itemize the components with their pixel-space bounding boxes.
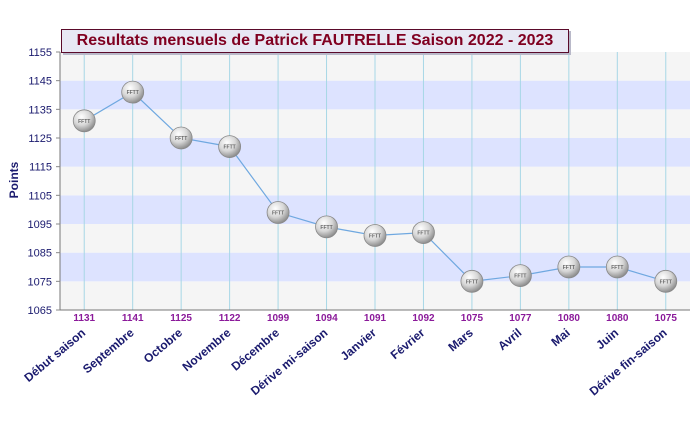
y-tick-label: 1125: [28, 133, 52, 145]
marker-logo-text: FFTT: [175, 136, 187, 142]
y-tick-label: 1145: [28, 76, 52, 88]
marker-logo-text: FFTT: [563, 265, 575, 271]
y-tick-label: 1135: [28, 104, 52, 116]
y-tick-label: 1095: [28, 219, 52, 231]
data-value-label: 1077: [509, 313, 532, 324]
marker-ball: [508, 264, 532, 288]
marker-ball: [218, 135, 242, 159]
data-value-label: 1092: [412, 313, 435, 324]
x-tick-label: Mai: [548, 326, 572, 350]
x-tick-label: Mars: [445, 325, 476, 354]
marker-logo-text: FFTT: [78, 119, 90, 125]
data-value-label: 1122: [219, 313, 241, 324]
chart-title: Resultats mensuels de Patrick FAUTRELLE …: [76, 32, 554, 49]
data-point-marker: FFTT: [72, 109, 96, 133]
marker-ball: [72, 109, 96, 133]
y-tick-label: 1085: [28, 248, 52, 260]
marker-logo-text: FFTT: [417, 231, 429, 237]
marker-logo-text: FFTT: [224, 145, 236, 151]
series-markers: FFTT FFTT FFTT FFTT FFTT FFTT FFTT FFTT FFTT FFTT…: [72, 80, 678, 293]
data-point-marker: FFTT: [218, 135, 242, 159]
data-point-marker: FFTT: [605, 255, 629, 279]
y-tick-label: 1115: [29, 162, 52, 174]
marker-logo-text: FFTT: [466, 279, 478, 285]
data-value-label: 1080: [558, 313, 581, 324]
data-value-label: 1091: [364, 313, 387, 324]
data-value-label: 1141: [122, 313, 144, 324]
marker-logo-text: FFTT: [320, 225, 332, 231]
data-value-label: 1080: [606, 313, 629, 324]
data-point-marker: FFTT: [508, 264, 532, 288]
data-value-label: 1075: [655, 313, 678, 324]
data-point-marker: FFTT: [315, 215, 338, 239]
x-tick-label: Novembre: [180, 325, 234, 374]
data-value-label: 1125: [170, 313, 192, 324]
marker-ball: [266, 201, 290, 224]
marker-ball: [412, 221, 435, 245]
y-tick-label: 1065: [28, 305, 52, 317]
data-point-marker: FFTT: [460, 269, 484, 293]
marker-ball: [557, 255, 581, 279]
x-tick-label: Septembre: [80, 325, 137, 376]
y-tick-label: 1155: [28, 47, 52, 59]
data-value-label: 1094: [315, 313, 338, 324]
data-value-label: 1075: [461, 313, 484, 324]
y-axis-title: Points: [7, 161, 21, 198]
x-tick-label: Janvier: [338, 325, 379, 363]
marker-ball: [121, 80, 145, 104]
data-point-marker: FFTT: [363, 224, 387, 247]
x-tick-label: Avril: [495, 326, 524, 354]
data-point-marker: FFTT: [266, 201, 290, 224]
marker-logo-text: FFTT: [369, 233, 381, 239]
data-point-marker: FFTT: [121, 80, 145, 104]
data-point-marker: FFTT: [557, 255, 581, 279]
chart-title-box: Resultats mensuels de Patrick FAUTRELLE …: [61, 29, 569, 53]
data-value-label: 1099: [267, 313, 290, 324]
marker-logo-text: FFTT: [127, 90, 139, 96]
marker-logo-text: FFTT: [272, 211, 284, 217]
marker-ball: [460, 269, 484, 293]
marker-ball: [363, 224, 387, 247]
y-tick-label: 1105: [28, 190, 52, 202]
marker-logo-text: FFTT: [611, 265, 623, 271]
x-tick-label: Début saison: [21, 326, 88, 385]
value-labels: 1131 1141 1125 1122 1099 1094 1091 1092 1075 1077…: [73, 313, 677, 324]
x-tick-label: Février: [388, 325, 428, 362]
marker-ball: [605, 255, 629, 279]
data-point-marker: FFTT: [654, 269, 678, 293]
marker-ball: [169, 126, 193, 150]
x-tick-label: Octobre: [141, 325, 185, 366]
y-tick-label: 1075: [28, 276, 52, 288]
marker-ball: [315, 215, 338, 239]
marker-logo-text: FFTT: [660, 279, 672, 285]
y-tick-labels: 1065 1075 1085 1095 1105 1115 1125 1135 1145 1155: [28, 47, 60, 317]
x-tick-label: Juin: [593, 326, 621, 353]
marker-ball: [654, 269, 678, 293]
data-value-label: 1131: [73, 313, 95, 324]
data-point-marker: FFTT: [169, 126, 193, 150]
marker-logo-text: FFTT: [514, 274, 526, 280]
data-point-marker: FFTT: [412, 221, 435, 245]
axes: [59, 52, 690, 311]
